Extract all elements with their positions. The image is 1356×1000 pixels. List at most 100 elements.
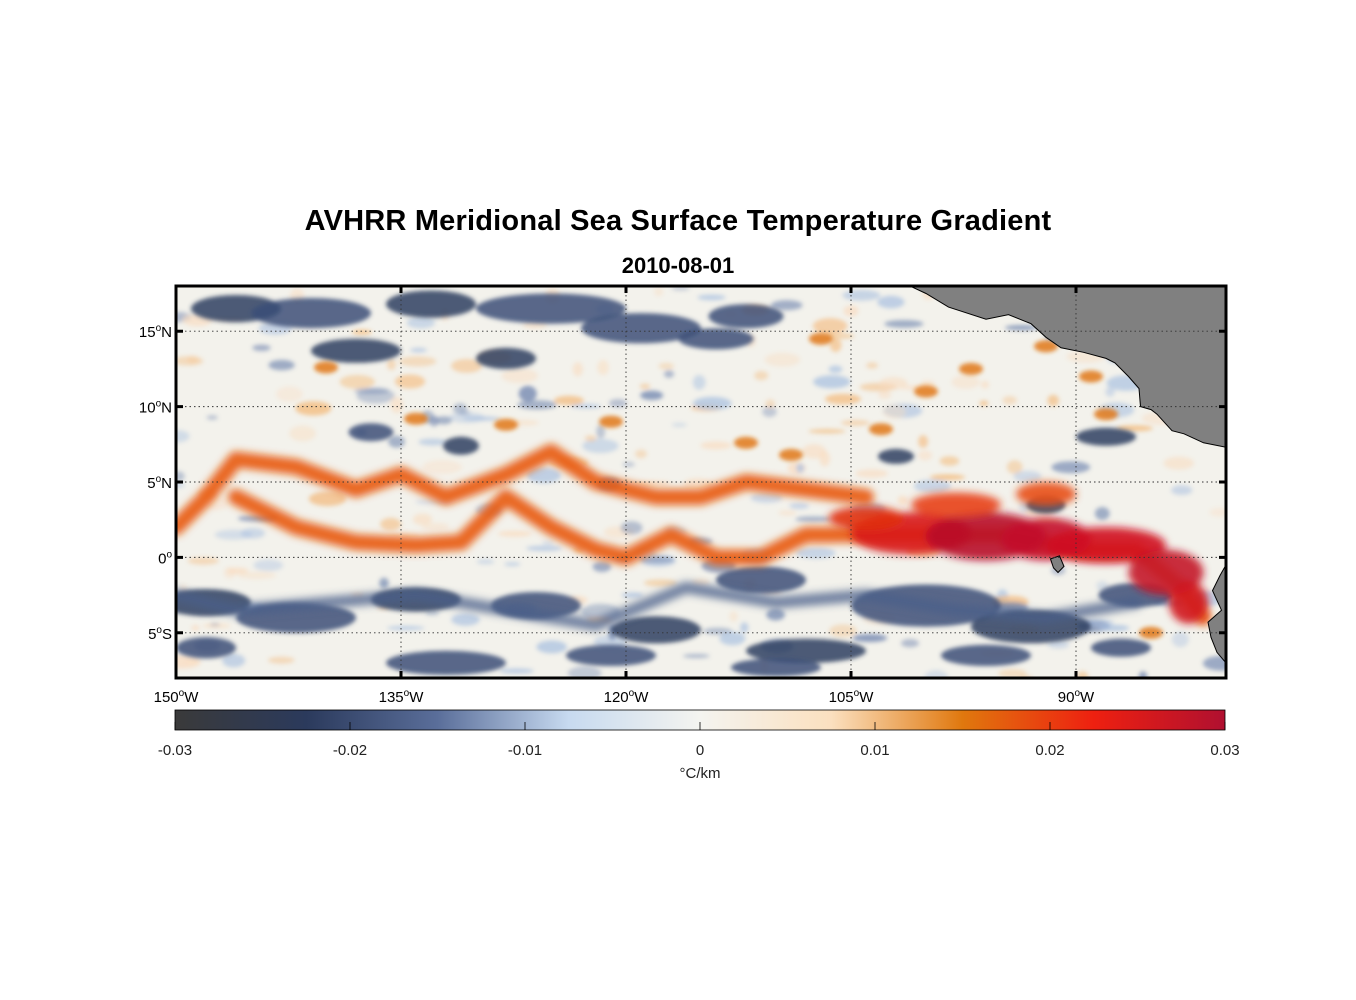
negative-patch bbox=[924, 670, 949, 678]
colorbar: -0.03 -0.02 -0.01 0 0.01 0.02 0.03 °C/km bbox=[158, 709, 1240, 782]
negative-patch bbox=[796, 463, 805, 473]
positive-patch bbox=[764, 352, 801, 367]
lat-label: 0o bbox=[158, 549, 172, 567]
negative-patch bbox=[406, 316, 436, 329]
positive-front-line bbox=[176, 443, 874, 536]
orange-patch bbox=[914, 385, 938, 398]
negative-front-line bbox=[176, 581, 1142, 632]
negative-patch bbox=[386, 625, 425, 631]
negative-patch bbox=[418, 438, 447, 446]
positive-patch bbox=[187, 557, 219, 565]
negative-streak bbox=[716, 566, 806, 594]
strong-gradient-patch bbox=[1016, 482, 1076, 507]
colorbar-tick-label: 0.01 bbox=[860, 742, 889, 759]
colorbar-unit-label: °C/km bbox=[680, 765, 721, 782]
lon-label: 150oW bbox=[154, 688, 200, 706]
positive-patch bbox=[394, 374, 426, 389]
positive-patch bbox=[825, 393, 861, 405]
latitude-labels: 15oN 10oN 5oN 0o 5oS bbox=[139, 323, 173, 643]
negative-patch bbox=[476, 559, 495, 565]
positive-patch bbox=[412, 513, 433, 525]
strong-gradient-patch bbox=[1046, 527, 1166, 564]
negative-patch bbox=[388, 435, 405, 448]
negative-patch bbox=[1047, 640, 1070, 649]
orange-patch bbox=[494, 418, 518, 431]
strong-gradient-core bbox=[828, 482, 1208, 624]
positive-patch bbox=[202, 623, 231, 629]
positive-patch bbox=[223, 567, 236, 579]
positive-patch bbox=[635, 449, 647, 459]
negative-patch bbox=[541, 540, 554, 546]
positive-patch bbox=[879, 377, 908, 390]
positive-patch bbox=[802, 444, 826, 459]
positive-patch bbox=[882, 404, 906, 419]
positive-patch bbox=[1002, 396, 1017, 405]
negative-patch bbox=[518, 385, 537, 402]
positive-patch bbox=[654, 287, 664, 297]
colorbar-tick-label: -0.02 bbox=[333, 742, 367, 759]
negative-patch bbox=[451, 613, 480, 626]
positive-patch bbox=[729, 611, 738, 622]
negative-streak bbox=[678, 328, 754, 350]
lat-label: 15oN bbox=[139, 323, 172, 341]
positive-patch bbox=[386, 358, 396, 371]
negative-patch bbox=[268, 359, 295, 371]
negative-patch bbox=[429, 415, 439, 427]
orange-patch bbox=[734, 436, 758, 449]
negative-patch bbox=[1083, 619, 1114, 627]
positive-patch bbox=[825, 333, 855, 339]
negative-patch bbox=[877, 295, 905, 309]
positive-patch bbox=[339, 375, 375, 389]
negative-patch bbox=[852, 634, 888, 642]
negative-patch bbox=[240, 527, 265, 539]
lon-label: 105oW bbox=[829, 688, 875, 706]
lat-label: 10oN bbox=[139, 399, 172, 417]
negative-patch bbox=[206, 415, 218, 420]
orange-patch bbox=[314, 361, 338, 374]
negative-patch bbox=[435, 416, 452, 425]
positive-patch bbox=[700, 441, 732, 450]
positive-patch bbox=[501, 368, 539, 384]
negative-patch bbox=[884, 320, 924, 328]
negative-patch bbox=[1051, 461, 1091, 474]
negative-patch bbox=[1094, 507, 1110, 520]
negative-patch bbox=[682, 654, 710, 658]
positive-patch bbox=[380, 517, 402, 531]
negative-patch bbox=[692, 375, 706, 390]
lon-label: 135oW bbox=[379, 688, 425, 706]
negative-patch bbox=[517, 400, 557, 410]
positive-patch bbox=[1116, 425, 1153, 432]
negative-streak bbox=[878, 448, 914, 464]
negative-streak bbox=[476, 293, 626, 324]
negative-patch bbox=[620, 521, 643, 535]
negative-patch bbox=[582, 438, 619, 453]
colorbar-tick-label: 0 bbox=[696, 742, 704, 759]
negative-patch bbox=[640, 390, 664, 400]
negative-patch bbox=[1171, 631, 1189, 648]
positive-patch bbox=[808, 428, 846, 434]
positive-patch bbox=[1047, 394, 1059, 407]
negative-streak bbox=[311, 338, 401, 363]
negative-streak bbox=[476, 347, 536, 369]
negative-patch bbox=[176, 430, 190, 443]
positive-patch bbox=[308, 491, 347, 507]
negative-patch bbox=[901, 639, 919, 648]
orange-patch bbox=[869, 423, 893, 436]
negative-streak bbox=[941, 644, 1031, 667]
south-america-land bbox=[1207, 563, 1226, 678]
negative-streak bbox=[746, 638, 866, 664]
orange-patch bbox=[1034, 340, 1058, 353]
positive-patch bbox=[289, 425, 316, 442]
negative-streak bbox=[566, 644, 656, 667]
positive-patch bbox=[998, 668, 1027, 678]
map-plot-area: 15oN 10oN 5oN 0o 5oS 150oW 135oW 120oW 105oW 90o… bbox=[139, 284, 1228, 706]
orange-patch bbox=[1139, 626, 1163, 639]
negative-patch bbox=[671, 422, 687, 427]
positive-patch bbox=[584, 435, 597, 442]
positive-patch bbox=[829, 624, 857, 638]
negative-patch bbox=[621, 592, 644, 598]
negative-patch bbox=[663, 370, 675, 378]
negative-patch bbox=[410, 347, 427, 353]
orange-patch bbox=[809, 332, 833, 345]
colorbar-tick-label: -0.03 bbox=[158, 742, 192, 759]
